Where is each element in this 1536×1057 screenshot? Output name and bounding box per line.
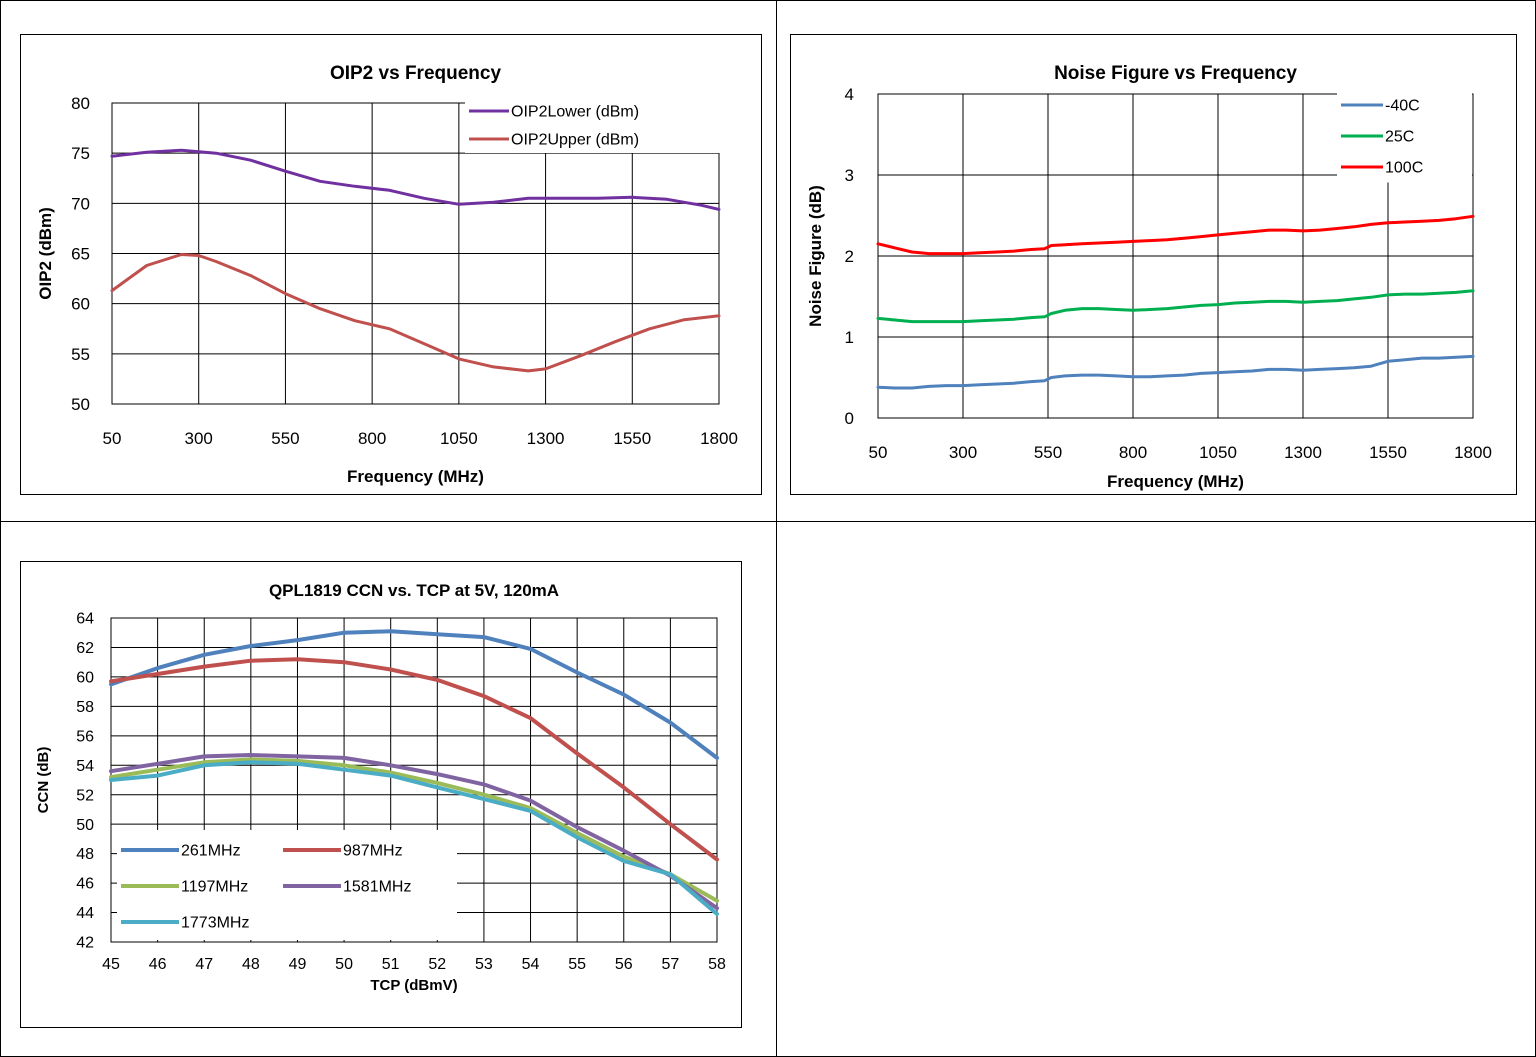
y-tick-label: 50 (71, 395, 90, 414)
ccn-chart: 45 46 47 48 49 50 51 52 53 54 55 56 57 58 42 44 46 48 50 52… (20, 561, 742, 1028)
y-tick-label: 0 (845, 409, 854, 428)
y-tick-label: 56 (76, 728, 94, 745)
x-axis-title: Frequency (MHz) (1107, 472, 1244, 491)
x-tick-label: 800 (358, 429, 386, 448)
series-line-1 (109, 657, 719, 862)
chart-title: OIP2 vs Frequency (330, 63, 502, 84)
series-line-1 (876, 289, 1475, 324)
legend-label-1: 25C (1385, 129, 1414, 146)
series-line-0 (109, 629, 719, 760)
x-tick-label: 300 (185, 429, 213, 448)
table-border-top (0, 0, 1536, 1)
y-tick-label: 1 (845, 328, 854, 347)
y-tick-label: 70 (71, 194, 90, 213)
y-axis-title: CCN (dB) (35, 747, 52, 814)
x-tick-label: 1550 (1369, 443, 1407, 462)
y-tick-label: 64 (76, 611, 94, 628)
legend-label-2: 1197MHz (181, 879, 248, 896)
x-tick-label: 550 (1034, 443, 1062, 462)
x-tick-label: 52 (428, 956, 446, 973)
y-tick-label: 58 (76, 699, 94, 716)
x-tick-label: 54 (522, 956, 540, 973)
plot-area-border (111, 102, 720, 405)
y-tick-label: 46 (76, 876, 94, 893)
x-tick-label: 56 (615, 956, 633, 973)
legend-label-1: OIP2Upper (dBm) (511, 132, 639, 149)
x-tick-label: 53 (475, 956, 493, 973)
x-tick-label: 48 (242, 956, 260, 973)
y-tick-label: 75 (71, 144, 90, 163)
y-axis-title: Noise Figure (dB) (806, 185, 825, 327)
series-line-0 (110, 148, 721, 211)
y-tick-label: 62 (76, 640, 94, 657)
legend-label-0: -40C (1385, 98, 1420, 115)
x-tick-label: 45 (102, 956, 120, 973)
y-tick-label: 54 (76, 758, 94, 775)
legend-label-2: 100C (1385, 160, 1423, 177)
y-axis-title: OIP2 (dBm) (36, 207, 55, 300)
x-tick-label: 46 (149, 956, 167, 973)
y-tick-label: 44 (76, 905, 94, 922)
x-tick-label: 300 (949, 443, 977, 462)
x-tick-label: 58 (708, 956, 726, 973)
table-border-center (776, 0, 777, 1057)
legend-label-0: 261MHz (181, 843, 241, 860)
y-tick-label: 48 (76, 846, 94, 863)
series-line-2 (109, 757, 719, 903)
x-tick-label: 1800 (700, 429, 738, 448)
x-axis-title: Frequency (MHz) (347, 467, 484, 486)
y-tick-label: 50 (76, 817, 94, 834)
legend-label-3: 1581MHz (343, 879, 411, 896)
x-tick-label: 1050 (440, 429, 478, 448)
y-tick-label: 42 (76, 935, 94, 952)
series-line-0 (876, 354, 1475, 390)
y-tick-label: 55 (71, 345, 90, 364)
x-tick-label: 800 (1119, 443, 1147, 462)
series-line-1 (110, 253, 721, 373)
legend-label-1: 987MHz (343, 843, 403, 860)
x-tick-label: 51 (382, 956, 400, 973)
y-tick-label: 4 (845, 85, 854, 104)
chart-title: QPL1819 CCN vs. TCP at 5V, 120mA (269, 581, 559, 600)
y-tick-label: 60 (71, 295, 90, 314)
noise-figure-chart-svg: 50 300 550 800 1050 1300 1550 1800 0 1 2 3 4 Noise Fi… (806, 63, 1492, 491)
x-tick-label: 1050 (1199, 443, 1237, 462)
plot-area-border (877, 93, 1474, 419)
y-tick-label: 80 (71, 94, 90, 113)
x-tick-label: 50 (335, 956, 353, 973)
series-line-4 (109, 760, 719, 916)
ccn-chart-svg: 45 46 47 48 49 50 51 52 53 54 55 56 57 58 42 44 46 48 50 52… (35, 581, 726, 994)
x-tick-label: 55 (568, 956, 586, 973)
x-tick-label: 49 (289, 956, 307, 973)
chart-title: Noise Figure vs Frequency (1054, 63, 1297, 84)
x-tick-label: 1550 (613, 429, 651, 448)
legend-label-4: 1773MHz (181, 915, 249, 932)
x-tick-label: 57 (661, 956, 679, 973)
x-tick-label: 1800 (1454, 443, 1492, 462)
x-tick-label: 1300 (1284, 443, 1322, 462)
x-tick-label: 550 (271, 429, 299, 448)
noise-figure-chart: 50 300 550 800 1050 1300 1550 1800 0 1 2 3 4 Noise Fi… (790, 34, 1517, 495)
x-tick-label: 50 (103, 429, 122, 448)
table-border-left (0, 0, 1, 1057)
legend-background (465, 95, 725, 153)
x-axis-title: TCP (dBmV) (370, 977, 457, 994)
y-tick-label: 65 (71, 244, 90, 263)
series-line-3 (109, 753, 719, 911)
x-tick-label: 1300 (527, 429, 565, 448)
series-line-2 (876, 214, 1475, 256)
oip2-chart-svg: 50 300 550 800 1050 1300 1550 1800 50 55 60 65 70 75 8… (36, 63, 738, 486)
y-tick-label: 60 (76, 670, 94, 687)
x-tick-label: 50 (869, 443, 888, 462)
y-tick-label: 2 (845, 247, 854, 266)
y-tick-label: 52 (76, 787, 94, 804)
x-tick-label: 47 (195, 956, 213, 973)
legend-label-0: OIP2Lower (dBm) (511, 104, 639, 121)
table-border-middle (0, 521, 1536, 522)
oip2-chart: 50 300 550 800 1050 1300 1550 1800 50 55 60 65 70 75 8… (20, 34, 762, 495)
y-tick-label: 3 (845, 166, 854, 185)
